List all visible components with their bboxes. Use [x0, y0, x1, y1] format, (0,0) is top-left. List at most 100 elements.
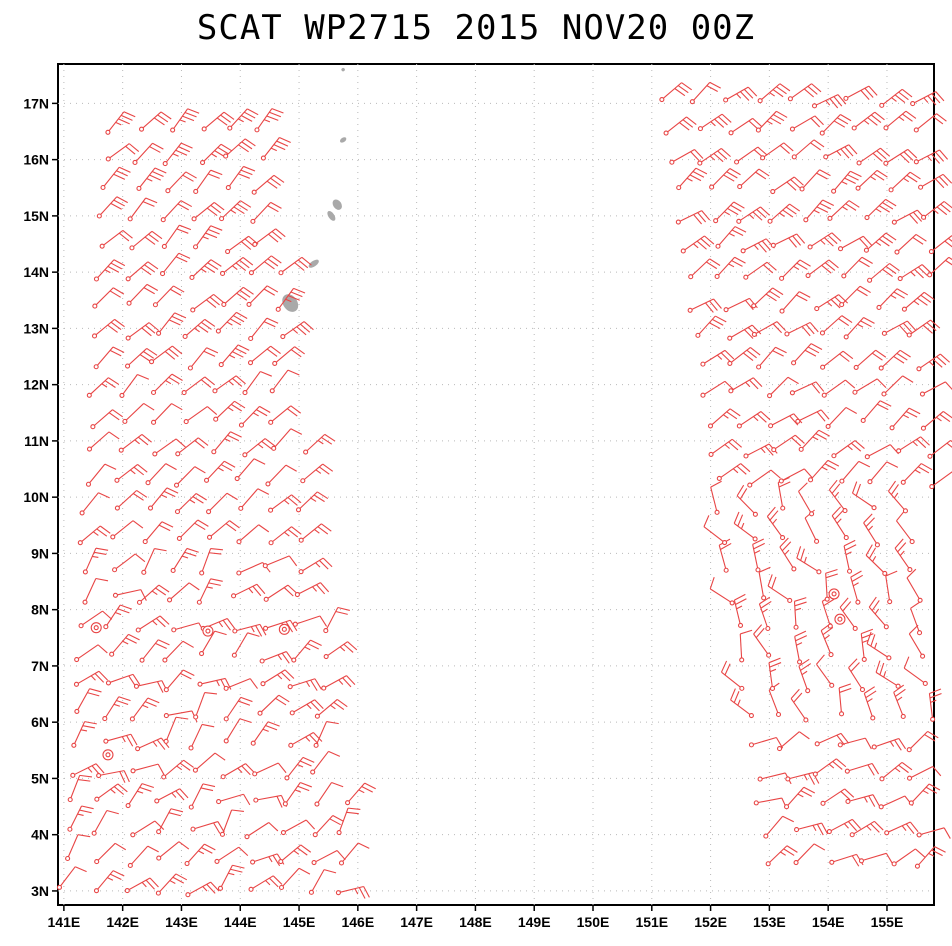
wind-barb	[151, 403, 183, 425]
wind-barbs	[56, 81, 952, 899]
wind-barb	[175, 437, 209, 457]
lon-tick-label: 155E	[871, 914, 904, 930]
wind-barb	[894, 233, 927, 255]
wind-barb	[865, 544, 888, 576]
wind-barb	[663, 116, 697, 136]
wind-barb	[734, 146, 768, 165]
wind-barb	[707, 408, 741, 429]
wind-barb	[843, 317, 875, 340]
wind-barb	[74, 688, 102, 714]
wind-barb	[199, 630, 227, 657]
wind-barb	[758, 566, 771, 601]
lat-tick-label: 4N	[31, 827, 49, 843]
wind-barb	[162, 640, 194, 663]
wind-barb	[811, 94, 847, 109]
wind-barb	[109, 633, 140, 657]
wind-barb	[913, 149, 949, 165]
wind-barb	[152, 285, 185, 308]
wind-barb	[252, 762, 287, 777]
wind-barb	[162, 142, 193, 167]
calm-wind-marker	[202, 625, 214, 637]
wind-barb	[770, 233, 806, 248]
wind-barb	[223, 138, 256, 159]
wind-barb	[903, 656, 928, 686]
wind-barb	[149, 345, 183, 365]
wind-barb	[136, 167, 167, 191]
wind-barb	[736, 206, 770, 224]
wind-barb	[928, 235, 952, 255]
calm-wind-marker	[102, 749, 114, 761]
wind-barb	[756, 346, 787, 370]
calm-wind-marker	[278, 623, 290, 635]
wind-barb	[103, 604, 133, 630]
wind-barb	[338, 842, 370, 866]
wind-barb	[778, 468, 813, 484]
wind-barb	[136, 584, 170, 605]
wind-barb	[787, 83, 822, 102]
wind-barb	[839, 285, 871, 308]
calm-wind-marker	[828, 588, 840, 600]
wind-barb	[709, 576, 735, 606]
wind-barb	[190, 821, 225, 834]
wind-barb	[823, 144, 858, 160]
wind-barb	[819, 315, 853, 336]
wind-barb	[703, 515, 728, 546]
wind-barb	[227, 108, 259, 131]
wind-barb	[851, 481, 877, 511]
wind-barb	[323, 606, 350, 634]
wind-barb	[906, 730, 939, 753]
map-frame	[57, 63, 935, 906]
wind-barb	[242, 438, 276, 458]
wind-barb	[212, 375, 246, 394]
wind-barb	[187, 347, 219, 371]
wind-barb	[160, 252, 191, 277]
lon-tick-label: 152E	[694, 914, 727, 930]
calm-wind-marker	[90, 622, 102, 634]
wind-barb	[188, 723, 215, 751]
wind-barb	[206, 520, 240, 540]
wind-barb	[900, 463, 933, 485]
wind-barb	[150, 373, 183, 396]
wind-barb	[733, 511, 758, 542]
wind-barb	[167, 582, 200, 603]
wind-barb	[896, 436, 930, 454]
wind-barb	[252, 228, 286, 247]
lon-tick-label: 142E	[106, 914, 139, 930]
wind-barb	[105, 111, 136, 135]
wind-barb	[863, 232, 897, 253]
wind-barb	[82, 547, 109, 575]
wind-barb	[155, 873, 188, 896]
wind-barb	[676, 167, 708, 191]
wind-barb	[223, 718, 252, 744]
wind-barb	[217, 864, 245, 891]
wind-barb	[825, 406, 857, 429]
wind-barb	[894, 538, 913, 573]
wind-barb	[96, 770, 130, 783]
island-shape	[327, 210, 336, 221]
wind-barb	[110, 520, 144, 540]
wind-barb	[814, 732, 850, 747]
wind-barb	[855, 169, 888, 191]
wind-barb	[906, 766, 942, 781]
wind-barb	[743, 261, 777, 280]
wind-barb	[99, 230, 133, 249]
lat-tick-label: 11N	[24, 433, 49, 449]
wind-barb	[816, 654, 835, 688]
wind-barb	[844, 762, 880, 776]
wind-barb	[796, 546, 822, 575]
wind-barb	[927, 256, 952, 278]
wind-barb	[771, 434, 805, 453]
wind-barb	[848, 658, 866, 693]
wind-barb	[913, 113, 947, 133]
lon-tick-label: 146E	[341, 914, 374, 930]
wind-barb	[700, 349, 735, 367]
wind-barb	[828, 479, 848, 514]
wind-barb	[225, 165, 256, 191]
wind-barb	[758, 596, 772, 632]
wind-barb	[125, 347, 158, 369]
wind-barb	[928, 688, 942, 722]
wind-barb	[827, 200, 860, 221]
wind-barb	[697, 147, 731, 166]
wind-barb	[820, 788, 855, 806]
wind-barb	[910, 600, 923, 636]
